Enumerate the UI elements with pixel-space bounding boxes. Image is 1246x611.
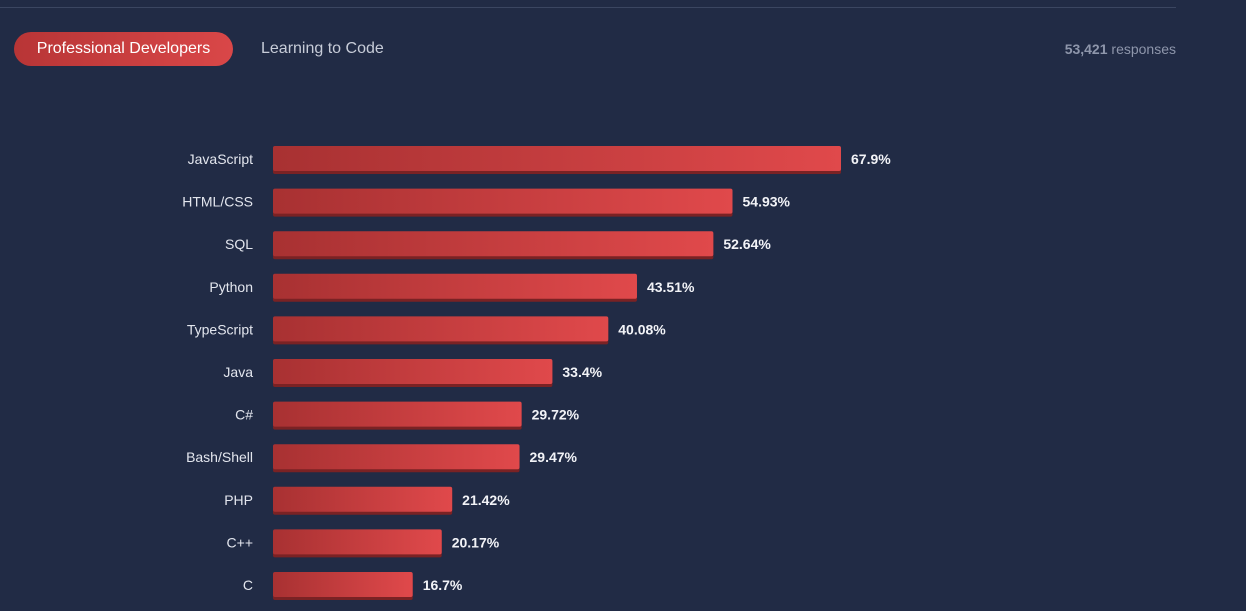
value-label: 54.93%	[743, 194, 791, 210]
category-label: Java	[223, 364, 253, 380]
responses-label: responses	[1111, 41, 1176, 57]
value-label: 40.08%	[618, 321, 666, 337]
category-label: C	[243, 577, 253, 593]
category-label: HTML/CSS	[182, 194, 253, 210]
bar[interactable]	[273, 273, 637, 299]
category-label: TypeScript	[187, 321, 253, 337]
value-label: 20.17%	[452, 534, 500, 550]
category-label: C++	[227, 534, 253, 550]
tab-learning-to-code[interactable]: Learning to Code	[261, 40, 384, 57]
bar[interactable]	[273, 444, 520, 470]
category-label: C#	[235, 407, 253, 423]
category-label: Python	[209, 279, 253, 295]
value-label: 29.72%	[532, 407, 580, 423]
value-label: 33.4%	[562, 364, 602, 380]
category-label: SQL	[225, 236, 253, 252]
bar[interactable]	[273, 146, 841, 171]
category-label: Bash/Shell	[186, 449, 253, 465]
category-label: JavaScript	[188, 151, 253, 167]
value-label: 43.51%	[647, 279, 695, 295]
bar[interactable]	[273, 188, 733, 214]
bar[interactable]	[273, 486, 453, 512]
bar[interactable]	[273, 231, 714, 257]
responses-summary: 53,421 responses	[1065, 41, 1176, 57]
value-label: 52.64%	[723, 236, 771, 252]
tab-professional-developers[interactable]: Professional Developers	[14, 32, 233, 66]
bar[interactable]	[273, 316, 609, 342]
bar[interactable]	[273, 401, 522, 427]
top-divider	[0, 7, 1176, 8]
value-label: 29.47%	[530, 449, 578, 465]
bar[interactable]	[273, 359, 553, 384]
value-label: 67.9%	[851, 151, 891, 167]
responses-count: 53,421	[1064, 41, 1108, 57]
bar[interactable]	[273, 572, 413, 597]
category-label: PHP	[224, 492, 253, 508]
bar[interactable]	[273, 529, 442, 555]
value-label: 21.42%	[462, 492, 510, 508]
value-label: 16.7%	[423, 577, 463, 593]
